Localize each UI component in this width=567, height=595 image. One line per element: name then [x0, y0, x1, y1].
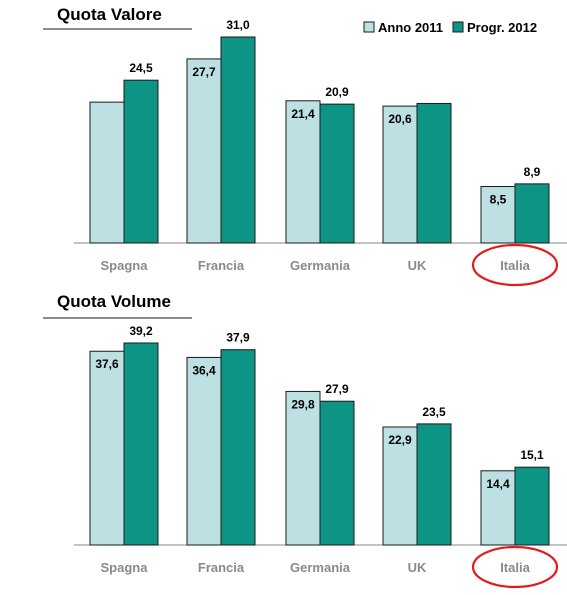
- tick-label-spagna: Spagna: [101, 560, 149, 575]
- data-label-uk-anno-2011: 22,9: [388, 433, 412, 447]
- data-label-germania-anno-2011: 29,8: [291, 397, 315, 411]
- bar-francia-anno-2011: [186, 58, 222, 244]
- data-label-francia-anno-2011: 27,7: [192, 65, 216, 79]
- bar-germania-progr-2012: [319, 103, 355, 244]
- bar-uk-progr-2012: [416, 423, 452, 546]
- legend-label-anno-2011: Anno 2011: [378, 20, 443, 35]
- data-label-italia-anno-2011: 14,4: [486, 477, 510, 491]
- tick-label-francia: Francia: [198, 258, 245, 273]
- bar-uk-progr-2012: [416, 102, 452, 244]
- data-label-italia-progr-2012: 8,9: [524, 165, 541, 179]
- bar-spagna-progr-2012: [123, 342, 159, 546]
- chart-quota-valore: Quota Valore 24,5 27,7 31,0 21,4 20,9 20,6 8,5…: [43, 5, 567, 287]
- bar-germania-anno-2011: [285, 100, 321, 244]
- tick-label-italia: Italia: [500, 258, 530, 273]
- bar-germania-anno-2011: [285, 390, 321, 546]
- tick-label-germania: Germania: [290, 258, 351, 273]
- data-label-germania-anno-2011: 21,4: [291, 107, 315, 121]
- tick-label-germania: Germania: [290, 560, 351, 575]
- bar-francia-anno-2011: [186, 356, 222, 546]
- bar-spagna-progr-2012: [123, 79, 159, 244]
- bar-italia-progr-2012: [514, 183, 550, 244]
- tick-label-uk: UK: [408, 258, 427, 273]
- tick-label-uk: UK: [408, 560, 427, 575]
- legend-swatch-anno-2011: [363, 21, 375, 33]
- bar-francia-progr-2012: [220, 349, 256, 546]
- chart-quota-volume: Quota Volume 37,6 39,2 36,4 37,9 29,8 27,9 22,…: [43, 292, 567, 589]
- data-label-spagna-progr-2012: 39,2: [129, 324, 153, 338]
- highlight-ellipse-italia: [471, 545, 559, 589]
- bar-uk-anno-2011: [382, 426, 418, 546]
- legend-swatch-progr-2012: [452, 21, 464, 33]
- data-label-italia-progr-2012: 15,1: [520, 448, 544, 462]
- bar-spagna-anno-2011: [89, 101, 125, 244]
- legend-label-progr-2012: Progr. 2012: [467, 20, 537, 35]
- data-label-francia-anno-2011: 36,4: [192, 363, 216, 377]
- data-label-uk-anno-2011: 20,6: [388, 112, 412, 126]
- tick-label-francia: Francia: [198, 560, 245, 575]
- data-label-italia-anno-2011: 8,5: [490, 193, 507, 207]
- chart-title: Quota Volume: [57, 292, 171, 311]
- legend: Anno 2011 Progr. 2012: [363, 20, 537, 35]
- data-label-francia-progr-2012: 37,9: [226, 331, 250, 345]
- data-label-spagna-anno-2011: 37,6: [95, 357, 119, 371]
- data-label-uk-progr-2012: 23,5: [422, 405, 446, 419]
- tick-label-spagna: Spagna: [101, 258, 149, 273]
- data-label-germania-progr-2012: 20,9: [325, 85, 349, 99]
- bar-germania-progr-2012: [319, 400, 355, 546]
- bar-francia-progr-2012: [220, 36, 256, 244]
- bar-spagna-anno-2011: [89, 350, 125, 546]
- data-label-francia-progr-2012: 31,0: [226, 18, 250, 32]
- bar-uk-anno-2011: [382, 105, 418, 244]
- tick-label-italia: Italia: [500, 560, 530, 575]
- data-label-germania-progr-2012: 27,9: [325, 382, 349, 396]
- chart-title: Quota Valore: [57, 5, 162, 24]
- bar-italia-progr-2012: [514, 466, 550, 546]
- highlight-ellipse-italia: [471, 243, 559, 287]
- data-label-spagna-progr-2012: 24,5: [129, 61, 153, 75]
